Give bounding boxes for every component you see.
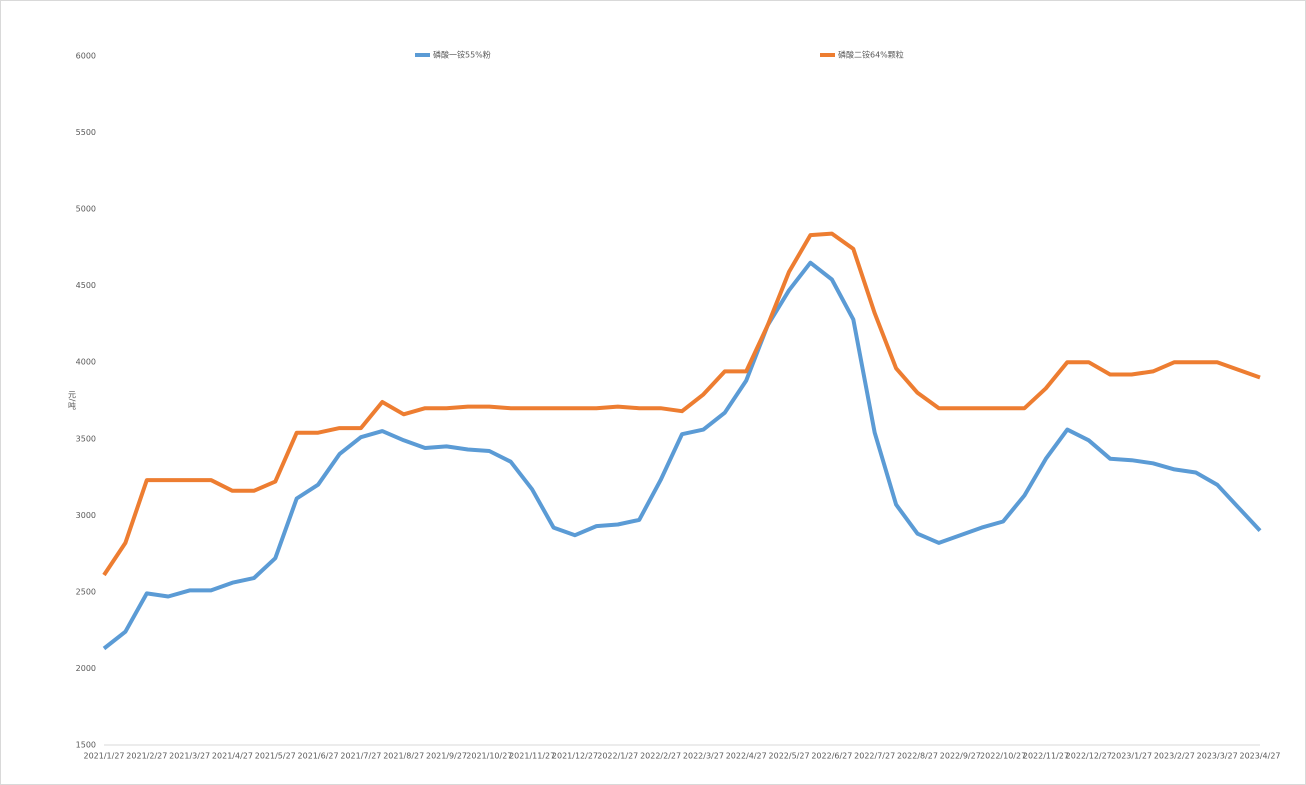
x-tick-label: 2021/10/27 (466, 752, 512, 761)
x-tick-label: 2021/5/27 (255, 752, 296, 761)
x-tick-label: 2021/1/27 (83, 752, 124, 761)
series-line (102, 231, 1261, 577)
x-tick-label: 2022/9/27 (940, 752, 981, 761)
x-tick-label: 2021/7/27 (340, 752, 381, 761)
x-tick-label: 2022/10/27 (980, 752, 1026, 761)
y-tick-label: 3500 (76, 434, 96, 443)
x-tick-label: 2022/3/27 (683, 752, 724, 761)
x-tick-label: 2022/1/27 (597, 752, 638, 761)
series-line (102, 260, 1262, 651)
y-tick-label: 2000 (76, 664, 96, 673)
y-tick-label: 4000 (76, 358, 96, 367)
x-tick-label: 2022/2/27 (640, 752, 681, 761)
y-tick-label: 4500 (76, 281, 96, 290)
x-tick-label: 2021/2/27 (126, 752, 167, 761)
x-tick-label: 2021/8/27 (383, 752, 424, 761)
legend-label: 磷酸一铵55%粉 (433, 50, 491, 60)
y-tick-label: 3000 (76, 511, 96, 520)
x-tick-label: 2023/4/27 (1239, 752, 1280, 761)
x-tick-label: 2021/9/27 (426, 752, 467, 761)
x-tick-label: 2022/7/27 (854, 752, 895, 761)
y-tick-label: 2500 (76, 587, 96, 596)
x-tick-label: 2021/6/27 (298, 752, 339, 761)
x-tick-label: 2022/11/27 (1023, 752, 1069, 761)
x-tick-label: 2022/5/27 (769, 752, 810, 761)
x-tick-label: 2022/8/27 (897, 752, 938, 761)
x-tick-label: 2023/2/27 (1154, 752, 1195, 761)
x-tick-label: 2022/6/27 (811, 752, 852, 761)
x-tick-label: 2023/3/27 (1197, 752, 1238, 761)
y-tick-label: 6000 (76, 52, 96, 61)
x-tick-label: 2021/4/27 (212, 752, 253, 761)
x-tick-label: 2023/1/27 (1111, 752, 1152, 761)
legend-label: 磷酸二铵64%颗粒 (838, 50, 904, 60)
x-tick-label: 2022/4/27 (726, 752, 767, 761)
x-tick-label: 2022/12/27 (1066, 752, 1112, 761)
y-tick-label: 1500 (76, 741, 96, 750)
y-tick-label: 5000 (76, 205, 96, 214)
x-tick-label: 2021/3/27 (169, 752, 210, 761)
x-tick-label: 2021/12/27 (552, 752, 598, 761)
y-tick-label: 5500 (76, 128, 96, 137)
x-tick-label: 2021/11/27 (509, 752, 555, 761)
y-axis-title: 元/吨 (68, 391, 77, 410)
